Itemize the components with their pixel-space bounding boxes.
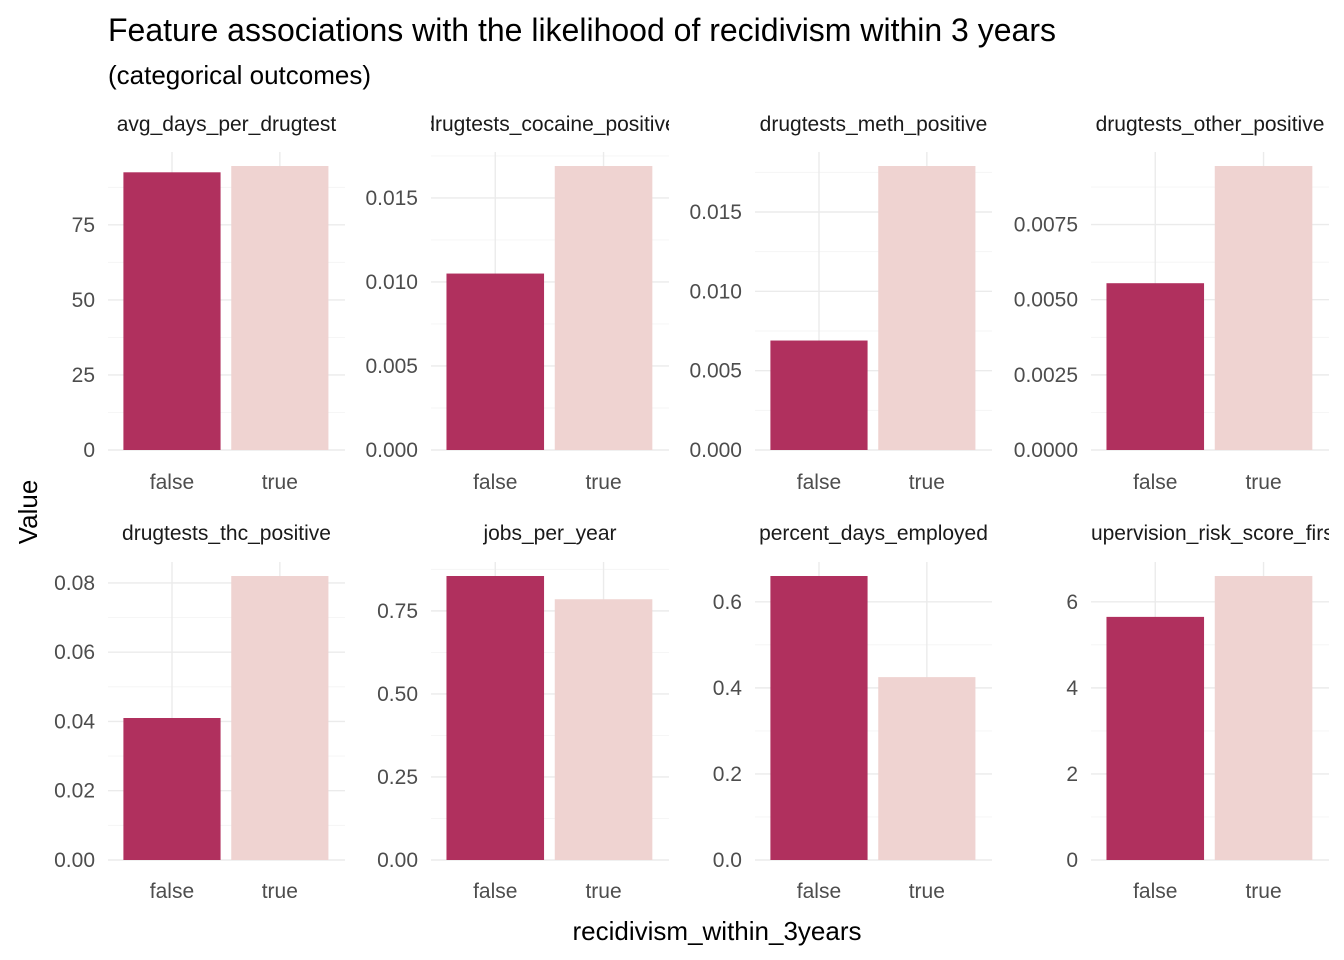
y-tick-label: 25 bbox=[72, 364, 95, 387]
x-tick-label: true bbox=[262, 471, 298, 494]
facet-label: jobs_per_year bbox=[482, 522, 616, 545]
x-tick-label: true bbox=[585, 880, 621, 903]
bar-false bbox=[123, 718, 221, 860]
x-tick-label: false bbox=[150, 880, 194, 903]
y-tick-label: 0.015 bbox=[365, 187, 418, 210]
y-tick-label: 0.25 bbox=[377, 766, 418, 789]
x-tick-label: true bbox=[1245, 471, 1281, 494]
y-tick-label: 0.0025 bbox=[1014, 364, 1078, 387]
facet-label: supervision_risk_score_first bbox=[1080, 522, 1339, 545]
y-tick-label: 0.000 bbox=[689, 439, 742, 462]
y-tick-label: 0.000 bbox=[365, 439, 418, 462]
y-tick-label: 50 bbox=[72, 289, 95, 312]
y-tick-label: 0.0075 bbox=[1014, 214, 1078, 237]
bar-true bbox=[1214, 166, 1313, 450]
bar-false bbox=[1106, 283, 1205, 450]
y-tick-label: 4 bbox=[1066, 677, 1078, 700]
facet-panel-percent_days_employed: percent_days_employed 0.0 0.2 0.4 0.6 false tr… bbox=[713, 522, 992, 903]
bar-true bbox=[231, 576, 329, 860]
y-axis-title: Value bbox=[13, 480, 43, 545]
bar-true bbox=[231, 166, 329, 450]
y-tick-label: 0.08 bbox=[54, 572, 95, 595]
y-tick-label: 0.0 bbox=[713, 849, 742, 872]
y-tick-label: 0.50 bbox=[377, 683, 418, 706]
x-tick-label: false bbox=[150, 471, 194, 494]
bar-false bbox=[446, 273, 545, 450]
x-tick-label: true bbox=[585, 471, 621, 494]
facet-label: drugtests_meth_positive bbox=[760, 113, 988, 136]
x-tick-label: true bbox=[262, 880, 298, 903]
y-tick-label: 0.75 bbox=[377, 600, 418, 623]
y-tick-label: 0.00 bbox=[377, 849, 418, 872]
facet-label: avg_days_per_drugtest bbox=[117, 113, 337, 136]
chart-title: Feature associations with the likelihood… bbox=[108, 12, 1056, 48]
y-tick-label: 0.00 bbox=[54, 849, 95, 872]
x-tick-label: false bbox=[1133, 471, 1177, 494]
y-tick-label: 0.4 bbox=[713, 677, 743, 700]
facet-label: drugtests_thc_positive bbox=[122, 522, 331, 545]
y-tick-label: 0.0050 bbox=[1014, 289, 1078, 312]
y-tick-label: 0.02 bbox=[54, 780, 95, 803]
y-tick-label: 0.0000 bbox=[1014, 439, 1078, 462]
bar-true bbox=[1214, 576, 1313, 860]
facet-panel-drugtests_other_positive: drugtests_other_positive 0.0000 0.0025 0.00… bbox=[1014, 113, 1329, 494]
bar-true bbox=[878, 677, 976, 860]
bar-false bbox=[1106, 616, 1205, 860]
facet-panel-drugtests_thc_positive: drugtests_thc_positive 0.00 0.02 0.04 0.06 0.… bbox=[54, 522, 345, 903]
facet-label: drugtests_cocaine_positive bbox=[423, 113, 676, 136]
x-tick-label: true bbox=[909, 880, 945, 903]
facet-panel-drugtests_cocaine_positive: drugtests_cocaine_positive 0.000 0.005 0.01… bbox=[365, 113, 676, 494]
bar-false bbox=[446, 576, 545, 860]
bar-true bbox=[878, 166, 976, 450]
y-tick-label: 0 bbox=[1066, 849, 1078, 872]
facet-label: drugtests_other_positive bbox=[1096, 113, 1325, 136]
x-tick-label: true bbox=[909, 471, 945, 494]
bar-false bbox=[770, 340, 868, 450]
x-tick-label: true bbox=[1245, 880, 1281, 903]
chart-subtitle: (categorical outcomes) bbox=[108, 60, 371, 90]
x-tick-label: false bbox=[473, 471, 517, 494]
y-tick-label: 2 bbox=[1066, 763, 1078, 786]
y-tick-label: 0.6 bbox=[713, 591, 742, 614]
y-tick-label: 6 bbox=[1066, 591, 1078, 614]
x-tick-label: false bbox=[473, 880, 517, 903]
facet-panel-jobs_per_year: jobs_per_year 0.00 0.25 0.50 0.75 false true bbox=[377, 522, 669, 903]
facet-panel-drugtests_meth_positive: drugtests_meth_positive 0.000 0.005 0.010 0.… bbox=[689, 113, 992, 494]
y-tick-label: 0.005 bbox=[689, 360, 742, 383]
bar-true bbox=[554, 166, 653, 450]
y-tick-label: 0.010 bbox=[689, 280, 742, 303]
bar-true bbox=[554, 599, 653, 860]
x-axis-title: recidivism_within_3years bbox=[573, 916, 862, 946]
facet-label: percent_days_employed bbox=[759, 522, 988, 545]
facet-panel-supervision_risk_score_first: supervision_risk_score_first 0 2 4 6 false tru… bbox=[1066, 522, 1339, 903]
bar-false bbox=[770, 576, 868, 860]
y-tick-label: 0.005 bbox=[365, 355, 418, 378]
x-tick-label: false bbox=[797, 880, 841, 903]
facet-panel-avg_days_per_drugtest: avg_days_per_drugtest 0 25 50 75 false true bbox=[72, 113, 345, 494]
y-tick-label: 0.015 bbox=[689, 201, 742, 224]
y-tick-label: 75 bbox=[72, 214, 95, 237]
y-tick-label: 0.06 bbox=[54, 641, 95, 664]
x-tick-label: false bbox=[797, 471, 841, 494]
y-tick-label: 0.010 bbox=[365, 271, 418, 294]
y-tick-label: 0.04 bbox=[54, 710, 95, 733]
y-tick-label: 0.2 bbox=[713, 763, 742, 786]
y-tick-label: 0 bbox=[83, 439, 95, 462]
bar-false bbox=[123, 172, 221, 450]
x-tick-label: false bbox=[1133, 880, 1177, 903]
